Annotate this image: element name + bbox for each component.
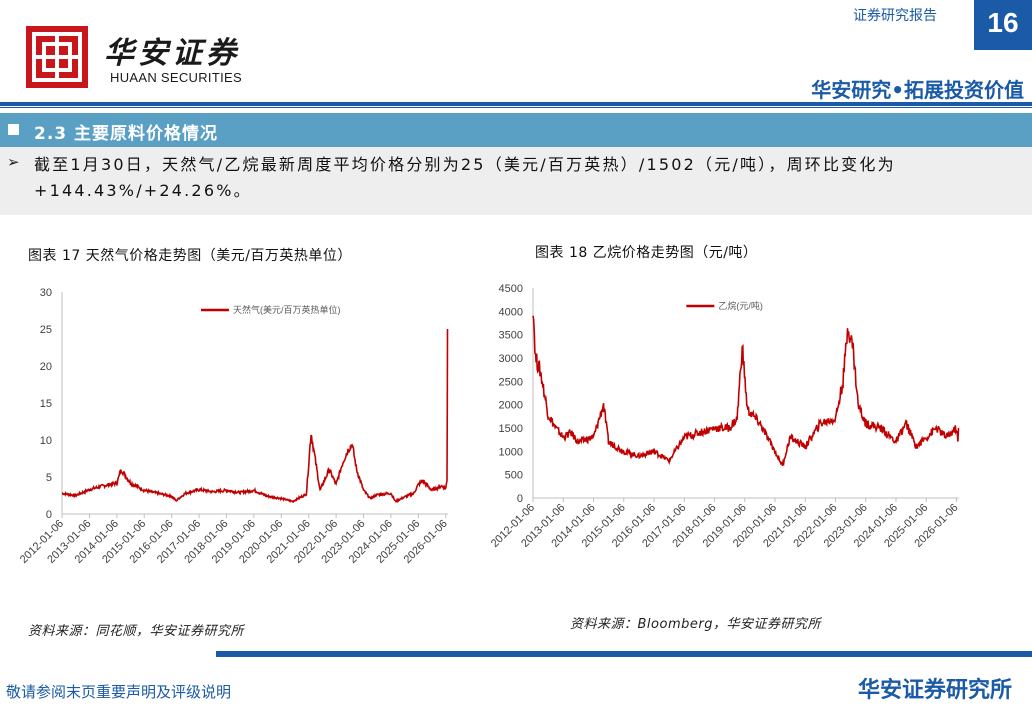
- series-line: [532, 315, 960, 467]
- chart-title-natural-gas: 图表 17 天然气价格走势图（美元/百万英热单位）: [28, 248, 352, 264]
- natural-gas-chart: 0510152025302012-01-062013-01-062014-01-…: [18, 287, 450, 566]
- page-number: 16: [974, 0, 1032, 50]
- report-type-label: 证券研究报告: [853, 8, 937, 24]
- legend-label: 天然气(美元/百万英热单位): [233, 304, 341, 315]
- y-tick-label: 10: [40, 435, 52, 447]
- y-tick-label: 1500: [499, 423, 523, 435]
- summary-text: 截至1月30日，天然气/乙烷最新周度平均价格分别为25（美元/百万英热）/150…: [34, 155, 896, 200]
- y-tick-label: 20: [40, 361, 52, 373]
- y-tick-label: 2000: [499, 400, 523, 412]
- section-header-bar: [0, 113, 1032, 147]
- y-tick-label: 0: [517, 493, 523, 505]
- y-tick-label: 500: [505, 470, 523, 482]
- company-logo: [26, 26, 88, 88]
- header-tagline: 华安研究•拓展投资价值: [811, 78, 1024, 102]
- header-divider-thin: [0, 107, 1032, 108]
- chart-source-ethane: 资料来源：Bloomberg，华安证券研究所: [570, 617, 821, 632]
- y-tick-label: 4000: [499, 306, 523, 318]
- section-square-icon: [8, 124, 19, 135]
- y-tick-label: 30: [40, 287, 52, 299]
- logo-english-name: HUAAN SECURITIES: [110, 70, 242, 85]
- y-tick-label: 25: [40, 324, 52, 336]
- disclaimer-link[interactable]: 敬请参阅末页重要声明及评级说明: [6, 683, 232, 701]
- summary-panel: [0, 147, 1032, 215]
- chart-title-ethane: 图表 18 乙烷价格走势图（元/吨）: [535, 245, 758, 261]
- footer-divider: [216, 651, 1032, 657]
- y-tick-label: 1000: [499, 446, 523, 458]
- logo-chinese-name: 华安证券: [104, 36, 240, 71]
- header-divider: [0, 102, 1032, 106]
- chart-source-natural-gas: 资料来源：同花顺，华安证券研究所: [28, 624, 245, 639]
- y-tick-label: 0: [46, 509, 52, 521]
- y-tick-label: 3500: [499, 330, 523, 342]
- y-tick-label: 15: [40, 398, 52, 410]
- section-title: 2.3 主要原料价格情况: [34, 124, 219, 144]
- bullet-arrow-icon: ➢: [7, 153, 20, 171]
- y-tick-label: 3000: [499, 353, 523, 365]
- footer-brand: 华安证券研究所: [857, 678, 1012, 703]
- series-line: [61, 328, 449, 504]
- y-tick-label: 4500: [499, 283, 523, 295]
- ethane-chart: 0500100015002000250030003500400045002012…: [489, 283, 961, 550]
- y-tick-label: 5: [46, 472, 52, 484]
- legend-label: 乙烷(元/吨): [718, 300, 763, 311]
- y-tick-label: 2500: [499, 376, 523, 388]
